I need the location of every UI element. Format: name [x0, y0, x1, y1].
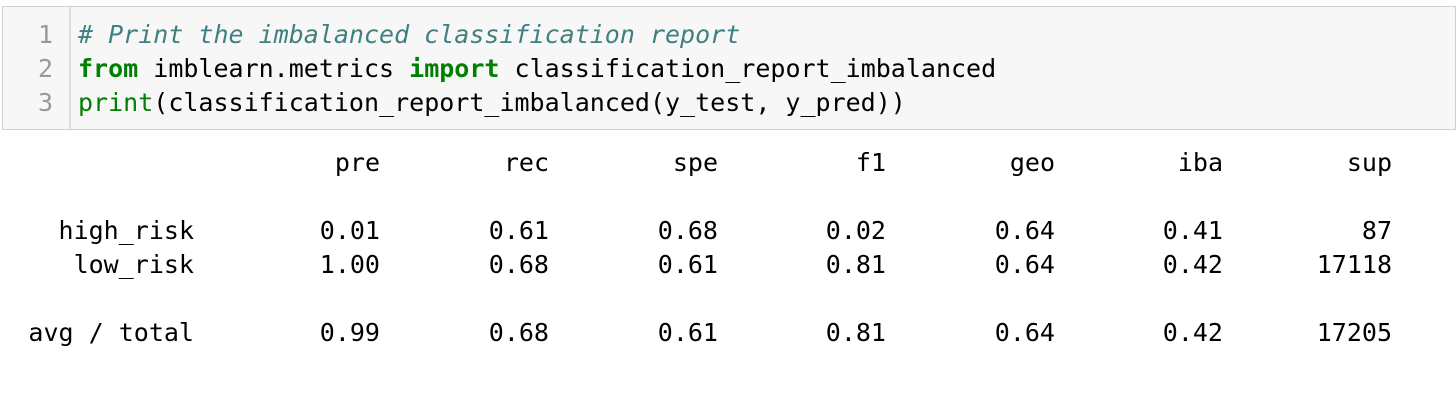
cell-value: 17118 — [1316, 250, 1392, 279]
header-sup: sup — [1346, 148, 1392, 177]
keyword-from: from — [78, 54, 139, 83]
code-line-2[interactable]: from imblearn.metrics import classificat… — [78, 52, 996, 86]
cell-value: 0.02 — [825, 216, 886, 245]
cell-value: 0.68 — [488, 250, 549, 279]
keyword-import: import — [409, 54, 500, 83]
cell-value: 0.99 — [319, 318, 380, 347]
header-spe: spe — [672, 148, 718, 177]
cell-value: 0.81 — [825, 250, 886, 279]
module-name: imblearn.metrics — [138, 54, 410, 83]
cell-value: 0.64 — [994, 318, 1055, 347]
call-arguments: (classification_report_imbalanced(y_test… — [153, 88, 906, 117]
cell-value: 0.01 — [319, 216, 380, 245]
builtin-print: print — [78, 88, 154, 117]
cell-value: 0.68 — [657, 216, 718, 245]
line-number: 2 — [37, 54, 53, 83]
line-number: 1 — [37, 20, 53, 49]
cell-value: 0.61 — [657, 318, 718, 347]
line-number-gutter: 1 2 3 — [3, 7, 71, 129]
cell-value: 0.64 — [994, 216, 1055, 245]
row-label-high-risk: high_risk — [58, 216, 194, 245]
cell-value: 0.61 — [657, 250, 718, 279]
cell-value: 0.41 — [1162, 216, 1223, 245]
cell-value: 1.00 — [319, 250, 380, 279]
cell-value: 0.42 — [1162, 250, 1223, 279]
imported-name: classification_report_imbalanced — [499, 54, 997, 83]
header-f1: f1 — [855, 148, 886, 177]
code-line-1[interactable]: # Print the imbalanced classification re… — [78, 18, 740, 52]
header-geo: geo — [1009, 148, 1055, 177]
cell-value: 0.64 — [994, 250, 1055, 279]
cell-value: 0.68 — [488, 318, 549, 347]
cell-value: 87 — [1361, 216, 1392, 245]
cell-value: 0.61 — [488, 216, 549, 245]
row-label-avg-total: avg / total — [28, 318, 194, 347]
code-line-3[interactable]: print(classification_report_imbalanced(y… — [78, 86, 906, 120]
line-number: 3 — [37, 88, 53, 117]
code-cell[interactable]: 1 2 3 # Print the imbalanced classificat… — [2, 6, 1456, 130]
row-label-low-risk: low_risk — [73, 250, 194, 279]
code-comment: # Print the imbalanced classification re… — [78, 20, 741, 49]
header-rec: rec — [503, 148, 549, 177]
header-pre: pre — [334, 148, 380, 177]
cell-value: 0.42 — [1162, 318, 1223, 347]
cell-value: 0.81 — [825, 318, 886, 347]
header-iba: iba — [1177, 148, 1223, 177]
cell-value: 17205 — [1316, 318, 1392, 347]
